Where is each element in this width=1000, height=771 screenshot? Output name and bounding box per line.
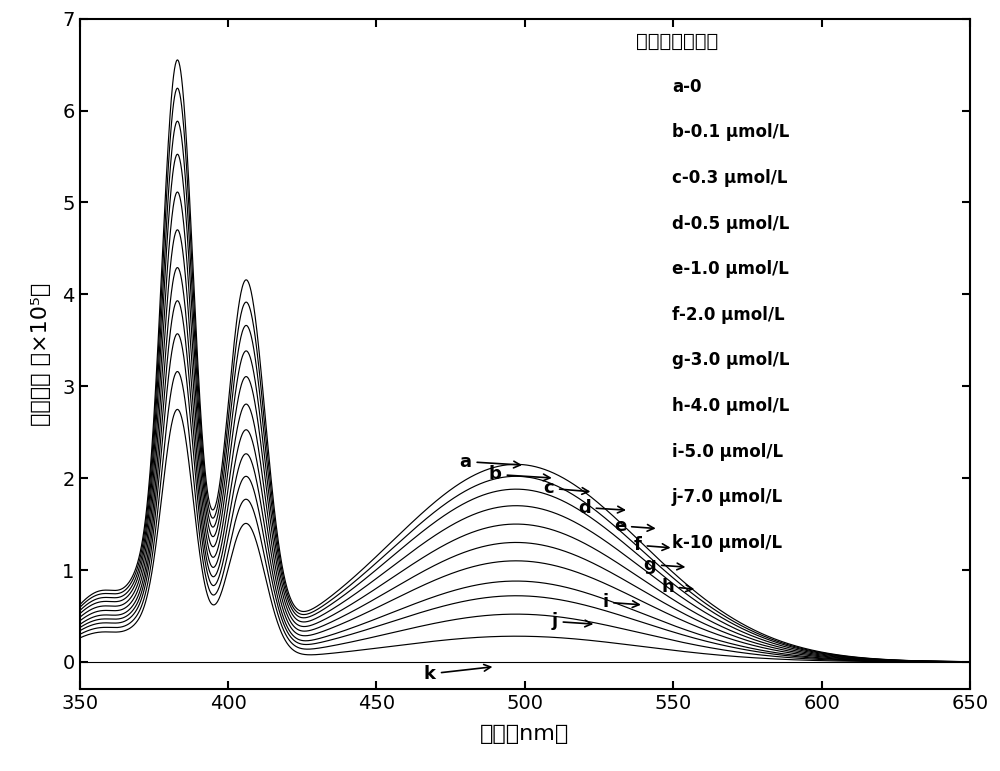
Text: f-2.0 μmol/L: f-2.0 μmol/L <box>672 306 785 324</box>
Text: e: e <box>614 517 654 535</box>
Text: a: a <box>460 453 520 470</box>
Text: h: h <box>661 577 693 595</box>
Text: i-5.0 μmol/L: i-5.0 μmol/L <box>672 443 783 460</box>
Text: a-0: a-0 <box>672 78 701 96</box>
Text: b: b <box>489 466 550 483</box>
Text: k-10 μmol/L: k-10 μmol/L <box>672 534 782 552</box>
Text: c-0.3 μmol/L: c-0.3 μmol/L <box>672 169 787 187</box>
Text: b-0.1 μmol/L: b-0.1 μmol/L <box>672 123 789 141</box>
Text: f: f <box>634 536 669 554</box>
Text: j: j <box>552 612 592 631</box>
Text: k: k <box>424 665 491 683</box>
Y-axis label: 荧光强度 （×10⁵）: 荧光强度 （×10⁵） <box>31 282 51 426</box>
Text: h-4.0 μmol/L: h-4.0 μmol/L <box>672 397 789 415</box>
Text: d: d <box>578 499 624 517</box>
Text: g: g <box>643 556 684 574</box>
Text: 人血清蛋白浓度: 人血清蛋白浓度 <box>636 32 719 51</box>
Text: e-1.0 μmol/L: e-1.0 μmol/L <box>672 260 789 278</box>
Text: g-3.0 μmol/L: g-3.0 μmol/L <box>672 352 789 369</box>
Text: d-0.5 μmol/L: d-0.5 μmol/L <box>672 214 789 233</box>
X-axis label: 波长（nm）: 波长（nm） <box>480 725 570 745</box>
Text: j-7.0 μmol/L: j-7.0 μmol/L <box>672 488 783 507</box>
Text: i: i <box>602 593 639 611</box>
Text: c: c <box>543 480 589 497</box>
